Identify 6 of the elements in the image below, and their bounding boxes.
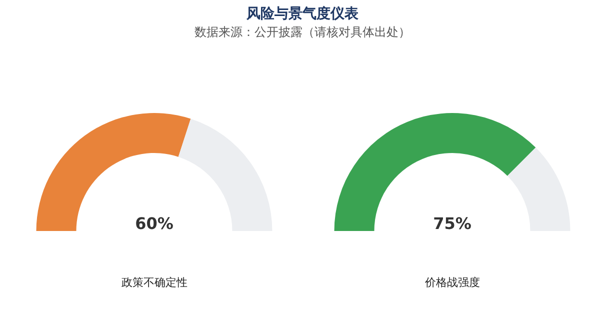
data-label: 60% [135,214,174,233]
text: 风险与景气度仪表 [246,5,360,22]
text: 数据来源：公开披露（请核对具体出处） [194,25,410,39]
text: 政策不确定性 [121,276,188,289]
data-label: 75% [433,214,472,233]
text: 价格战强度 [424,276,480,289]
